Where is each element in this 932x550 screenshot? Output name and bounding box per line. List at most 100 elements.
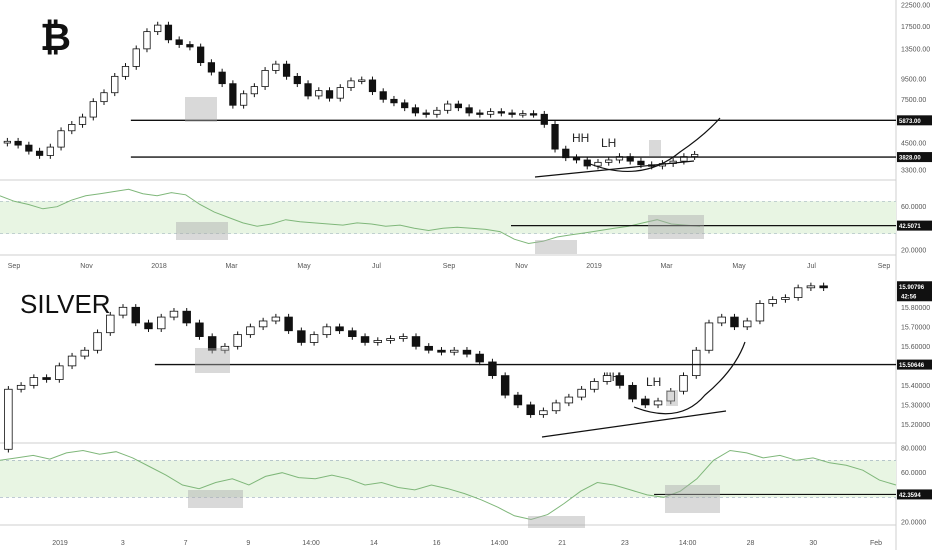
btc-candle [529, 113, 538, 116]
btc-candle [78, 116, 87, 125]
silver-rsi-highlight-box [188, 490, 243, 508]
btc-candle [282, 63, 291, 77]
btc-candle [25, 144, 33, 152]
btc-pattern-lh: LH [601, 136, 616, 150]
silver-candle [233, 334, 242, 347]
btc-candle [605, 159, 613, 163]
btc-pattern-hh: HH [572, 131, 589, 145]
silver-candle [641, 398, 650, 406]
btc-x-tick: Sep [8, 263, 21, 270]
btc-candle [89, 101, 97, 118]
btc-candle [68, 124, 76, 132]
silver-candle [373, 340, 383, 343]
silver-x-tick: 30 [809, 540, 817, 547]
silver-candle [424, 345, 433, 351]
btc-candle [358, 79, 366, 82]
silver-candle [271, 316, 281, 322]
btc-candle [111, 75, 119, 94]
silver-candle [322, 326, 332, 336]
silver-level-label-bg [897, 359, 932, 370]
silver-x-tick: 14 [370, 540, 378, 547]
silver-y-tick: 15.40000 [901, 383, 930, 390]
silver-candle [4, 388, 13, 450]
silver-rsi-line [0, 449, 897, 521]
silver-rsi-y-tick: 20.0000 [901, 520, 926, 527]
silver-candle [297, 330, 306, 343]
btc-candle [325, 90, 334, 99]
btc-x-tick: Jul [372, 263, 381, 270]
btc-candle [175, 39, 183, 45]
silver-candle [258, 320, 268, 328]
btc-candle [519, 113, 527, 116]
btc-candle [272, 63, 280, 71]
btc-candle [422, 112, 430, 115]
silver-rsi-y-tick: 60.0000 [901, 470, 926, 477]
silver-candle [755, 303, 765, 322]
btc-rsi-highlight-box [648, 215, 704, 239]
btc-level-label: 3828.00 [899, 156, 921, 162]
btc-candle [154, 24, 162, 33]
btc-x-tick: Mar [225, 263, 238, 270]
btc-y-tick: 7500.00 [901, 97, 926, 104]
btc-candle [433, 109, 441, 115]
btc-candle [164, 24, 173, 41]
silver-candle [704, 322, 714, 351]
silver-title: SILVER [20, 289, 111, 319]
silver-candle [819, 285, 828, 289]
btc-candle [368, 79, 377, 93]
btc-candle [3, 140, 11, 144]
btc-x-tick: Sep [443, 263, 456, 270]
btc-candle [315, 90, 323, 97]
silver-candle [462, 349, 472, 355]
btc-candle [100, 92, 108, 103]
silver-pattern-lh: LH [646, 375, 661, 389]
silver-y-tick: 15.70000 [901, 324, 930, 331]
silver-x-tick: Feb [870, 540, 882, 547]
silver-candle [29, 377, 39, 386]
btc-candle [444, 103, 452, 111]
btc-candle [35, 150, 44, 156]
btc-candle [497, 111, 505, 114]
btc-rsi-highlight-box [176, 222, 228, 240]
silver-highlight-box [666, 390, 678, 406]
silver-x-tick: 14:00 [302, 540, 320, 547]
silver-candle [220, 345, 230, 351]
btc-candle [46, 146, 54, 156]
silver-candle [284, 316, 293, 332]
silver-trendline [541, 410, 727, 438]
btc-x-tick: May [297, 263, 311, 270]
silver-rsi-band [0, 460, 896, 498]
btc-curve [584, 117, 721, 172]
silver-rsi-level-label: 42.3594 [899, 493, 921, 499]
silver-rsi-highlight-box [665, 485, 720, 513]
btc-y-tick: 9500.00 [901, 77, 926, 84]
silver-candle [93, 332, 102, 351]
silver-x-tick: 2019 [52, 540, 68, 547]
silver-candle [437, 349, 446, 353]
btc-x-tick: Nov [80, 263, 93, 270]
silver-candle [717, 316, 726, 324]
silver-candle [348, 330, 357, 337]
btc-candle [508, 112, 516, 115]
silver-candle [551, 402, 561, 412]
btc-candle [197, 46, 205, 64]
btc-rsi-line [0, 188, 701, 245]
silver-x-tick: 23 [621, 540, 629, 547]
silver-candle [16, 384, 26, 390]
silver-candle [399, 336, 408, 339]
silver-candle [500, 375, 510, 396]
btc-candle [143, 31, 151, 50]
silver-candle [806, 285, 816, 289]
btc-x-tick: May [732, 263, 746, 270]
btc-highlight-box [185, 97, 217, 122]
silver-last-label-bg [897, 281, 932, 302]
silver-y-tick: 15.30000 [901, 402, 930, 409]
silver-countdown: 42:56 [901, 294, 917, 300]
silver-x-tick: 21 [558, 540, 566, 547]
silver-y-tick: 15.60000 [901, 344, 930, 351]
silver-candle [793, 287, 803, 298]
btc-candle [390, 98, 398, 104]
btc-x-tick: Sep [878, 263, 891, 270]
btc-candle [540, 113, 548, 125]
silver-x-tick: 28 [747, 540, 755, 547]
